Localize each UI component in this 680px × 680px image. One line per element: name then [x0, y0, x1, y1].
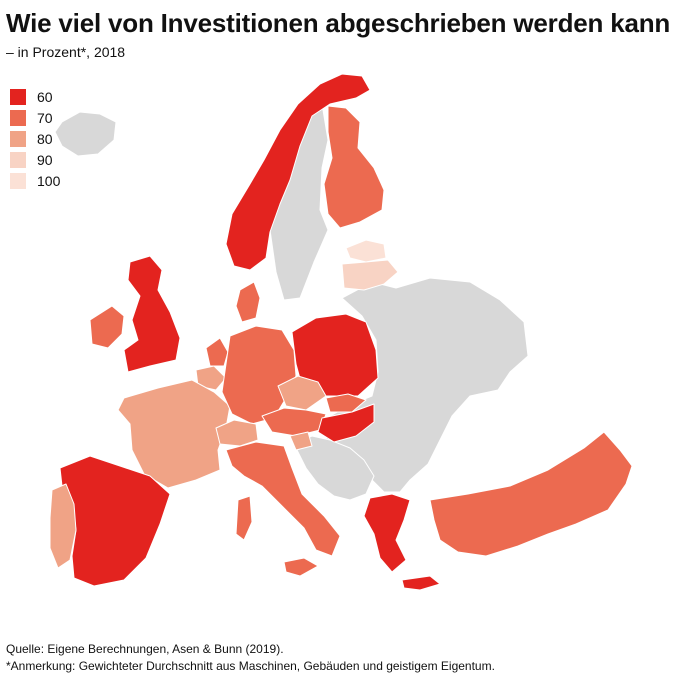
legend-swatch	[10, 109, 26, 126]
france-region	[117, 379, 231, 489]
balkans-region	[293, 435, 375, 501]
legend-label: 70	[37, 109, 53, 126]
footer: Quelle: Eigene Berechnungen, Asen & Bunn…	[6, 641, 495, 675]
legend-item: 90	[10, 149, 60, 170]
crete-region	[401, 575, 441, 591]
sicily-region	[283, 557, 319, 577]
legend-label: 80	[37, 130, 53, 147]
sardinia-region	[235, 495, 253, 541]
slovenia-region	[289, 431, 313, 451]
switzerland-region	[215, 419, 259, 447]
legend-label: 100	[37, 172, 61, 189]
chart-subtitle: – in Prozent*, 2018	[6, 44, 126, 60]
portugal-region	[49, 483, 77, 569]
legend-swatch	[10, 172, 26, 189]
austria-region	[261, 407, 327, 437]
sweden-region	[269, 103, 329, 301]
latvia-region	[341, 259, 399, 291]
methodology-note: *Anmerkung: Gewichteter Durchschnitt aus…	[6, 659, 495, 673]
chart-title: Wie viel von Investitionen abgeschrieben…	[6, 8, 671, 38]
legend-label: 90	[37, 151, 53, 168]
legend-swatch	[10, 130, 26, 147]
legend-item: 70	[10, 107, 60, 128]
legend: 60 70 80 90 100	[10, 86, 60, 191]
source-note: Quelle: Eigene Berechnungen, Asen & Bunn…	[6, 642, 284, 656]
italy-region	[225, 441, 341, 557]
legend-swatch	[10, 151, 26, 168]
greece-region	[363, 493, 411, 573]
ireland-region	[89, 305, 125, 349]
legend-swatch	[10, 88, 26, 105]
slovakia-region	[325, 393, 367, 413]
uk-region	[123, 255, 181, 373]
finland-region	[323, 105, 385, 229]
legend-label: 60	[37, 88, 53, 105]
netherlands-region	[205, 337, 229, 367]
iceland-region	[54, 111, 117, 157]
legend-item: 80	[10, 128, 60, 149]
legend-item: 60	[10, 86, 60, 107]
legend-item: 100	[10, 170, 60, 191]
czechia-region	[277, 375, 327, 411]
germany-region	[221, 325, 297, 425]
denmark-region	[235, 281, 261, 323]
turkey-region	[429, 431, 633, 557]
estonia-region	[345, 239, 387, 263]
hungary-region	[317, 403, 375, 443]
norway-region	[225, 73, 371, 271]
